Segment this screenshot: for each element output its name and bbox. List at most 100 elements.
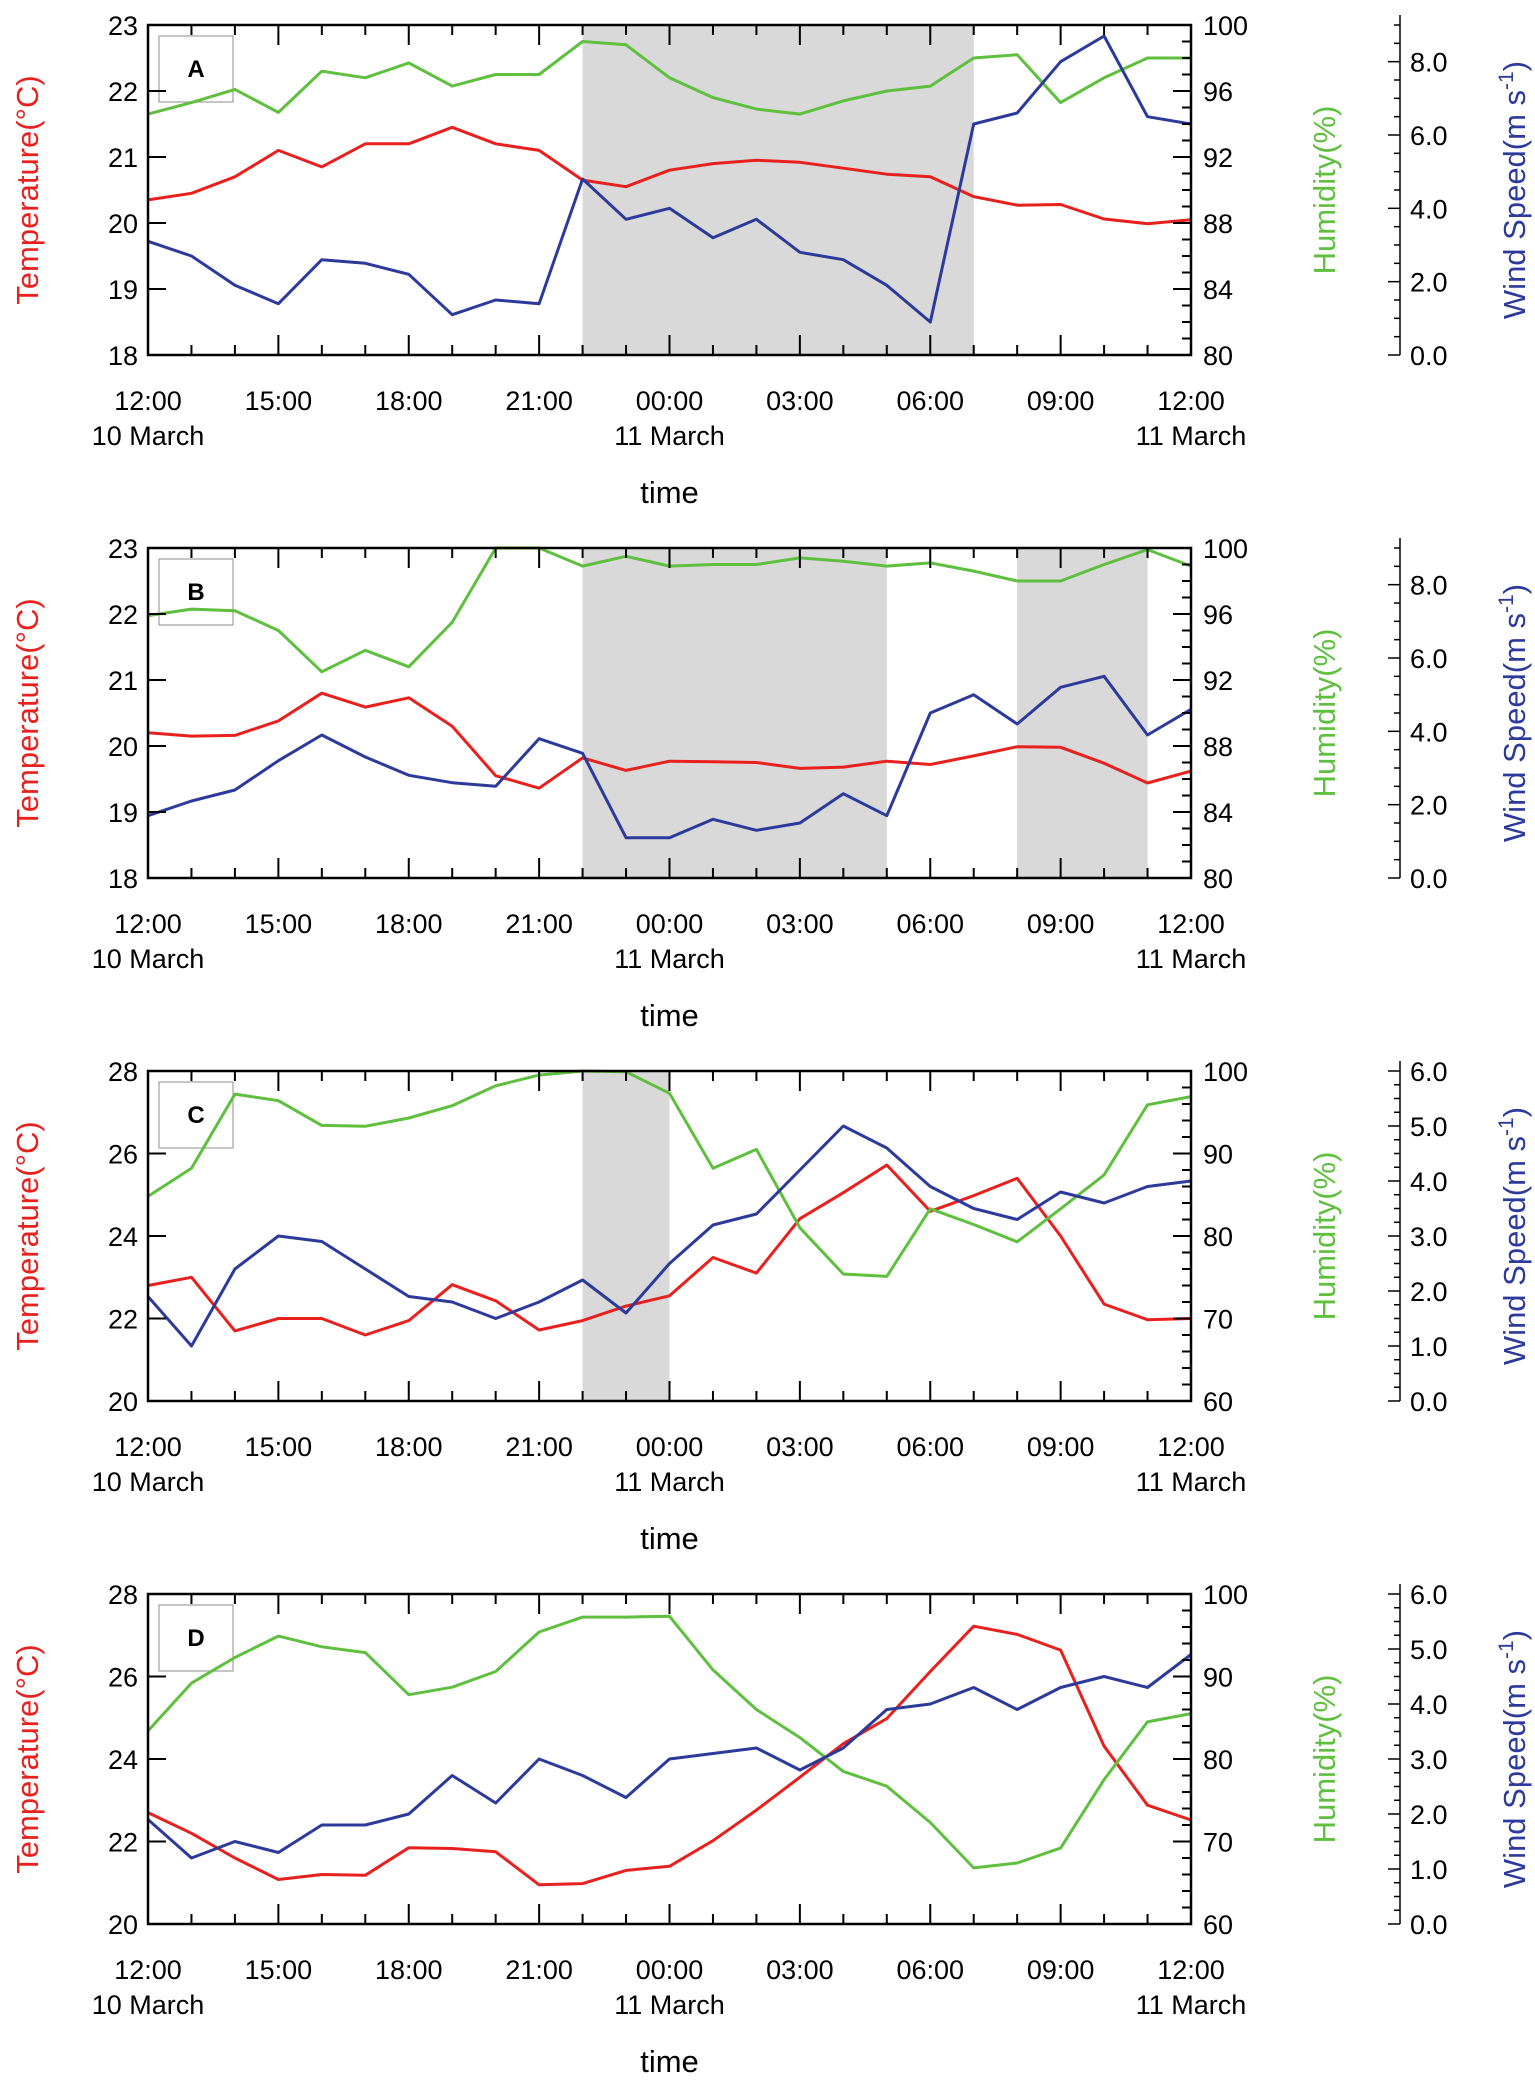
x-tick-label: 15:00 bbox=[245, 1955, 313, 1985]
wind-speed-tick-label: 0.0 bbox=[1410, 1910, 1448, 1940]
humidity-tick-label: 92 bbox=[1203, 666, 1233, 696]
wind-speed-tick-label: 0.0 bbox=[1410, 1387, 1448, 1417]
wind-speed-axis-title-close: ) bbox=[1497, 61, 1532, 71]
humidity-axis-title: Humidity(%) bbox=[1307, 1152, 1342, 1321]
temperature-tick-label: 18 bbox=[108, 341, 138, 371]
temperature-tick-label: 20 bbox=[108, 1910, 138, 1940]
humidity-axis-title: Humidity(%) bbox=[1307, 629, 1342, 798]
wind-speed-tick-label: 3.0 bbox=[1410, 1222, 1448, 1252]
humidity-tick-label: 100 bbox=[1203, 1057, 1248, 1087]
temperature-tick-label: 24 bbox=[108, 1745, 138, 1775]
x-tick-label: 12:00 bbox=[114, 909, 182, 939]
wind-speed-tick-label: 1.0 bbox=[1410, 1332, 1448, 1362]
x-tick-label: 00:00 bbox=[636, 909, 704, 939]
wind-speed-axis-title-base: Wind Speed(m s bbox=[1497, 1659, 1532, 1888]
x-date-label: 10 March bbox=[92, 421, 205, 451]
humidity-line bbox=[146, 1614, 1192, 1870]
x-date-label: 11 March bbox=[614, 1990, 725, 2020]
temperature-tick-label: 19 bbox=[108, 798, 138, 828]
wind-speed-tick-label: 4.0 bbox=[1410, 1167, 1448, 1197]
x-tick-label: 21:00 bbox=[505, 386, 573, 416]
wind-speed-axis-title-sup: -1 bbox=[1495, 1640, 1518, 1659]
x-tick-label: 18:00 bbox=[375, 1955, 443, 1985]
x-tick-label: 00:00 bbox=[636, 1955, 704, 1985]
humidity-tick-label: 70 bbox=[1203, 1305, 1233, 1335]
x-tick-label: 09:00 bbox=[1027, 1432, 1095, 1462]
temperature-tick-label: 26 bbox=[108, 1663, 138, 1693]
humidity-line bbox=[147, 1069, 1192, 1278]
temperature-tick-label: 28 bbox=[108, 1057, 138, 1087]
temperature-tick-label: 22 bbox=[108, 1305, 138, 1335]
x-axis-title: time bbox=[640, 998, 699, 1033]
panel-b: B 12:00 15:00 18:00 21:00 00:00 03:00 06:00 09:0… bbox=[10, 534, 1532, 1033]
humidity-axis-title: Humidity(%) bbox=[1307, 106, 1342, 275]
x-date-label: 11 March bbox=[614, 944, 725, 974]
panel-d: D 12:00 15:00 18:00 21:00 00:00 03:00 06:00 09:0… bbox=[10, 1580, 1532, 2079]
wind-speed-line bbox=[147, 1653, 1192, 1860]
humidity-tick-label: 84 bbox=[1203, 798, 1233, 828]
temperature-axis-title: Temperature(°C) bbox=[10, 1121, 45, 1350]
temperature-tick-label: 21 bbox=[108, 666, 138, 696]
wind-speed-tick-label: 8.0 bbox=[1410, 48, 1448, 78]
x-tick-label: 00:00 bbox=[636, 386, 704, 416]
x-date-label: 11 March bbox=[1136, 944, 1247, 974]
wind-speed-tick-label: 4.0 bbox=[1410, 1690, 1448, 1720]
panel-label: C bbox=[187, 1102, 204, 1129]
wind-speed-axis-title: Wind Speed(m s-1) bbox=[1495, 1630, 1532, 1888]
humidity-tick-label: 92 bbox=[1203, 143, 1233, 173]
x-tick-label: 21:00 bbox=[505, 909, 573, 939]
x-tick-label: 21:00 bbox=[505, 1432, 573, 1462]
panel-c: C 12:00 15:00 18:00 21:00 00:00 03:00 06:00 09:0… bbox=[10, 1057, 1532, 1556]
humidity-tick-label: 88 bbox=[1203, 732, 1233, 762]
x-date-label: 10 March bbox=[92, 1467, 205, 1497]
wind-speed-tick-label: 2.0 bbox=[1410, 791, 1448, 821]
wind-speed-tick-label: 0.0 bbox=[1410, 341, 1448, 371]
wind-speed-axis-title-base: Wind Speed(m s bbox=[1497, 90, 1532, 319]
x-tick-label: 00:00 bbox=[636, 1432, 704, 1462]
humidity-tick-label: 88 bbox=[1203, 209, 1233, 239]
humidity-tick-label: 60 bbox=[1203, 1910, 1233, 1940]
wind-speed-axis-title-close: ) bbox=[1497, 584, 1532, 594]
x-tick-label: 18:00 bbox=[375, 909, 443, 939]
humidity-tick-label: 96 bbox=[1203, 600, 1233, 630]
wind-speed-axis-title-close: ) bbox=[1497, 1107, 1532, 1117]
x-axis-title: time bbox=[640, 475, 699, 510]
wind-speed-tick-label: 4.0 bbox=[1410, 194, 1448, 224]
x-tick-label: 12:00 bbox=[1157, 1432, 1225, 1462]
humidity-tick-label: 80 bbox=[1203, 1745, 1233, 1775]
panel-label-box bbox=[158, 1081, 234, 1149]
x-tick-label: 06:00 bbox=[896, 1432, 964, 1462]
x-tick-label: 03:00 bbox=[766, 386, 834, 416]
humidity-line bbox=[147, 40, 1191, 116]
x-tick-label: 03:00 bbox=[766, 1955, 834, 1985]
wind-speed-tick-label: 1.0 bbox=[1410, 1855, 1448, 1885]
wind-speed-tick-label: 6.0 bbox=[1410, 121, 1448, 151]
humidity-tick-label: 80 bbox=[1203, 1222, 1233, 1252]
shaded-interval bbox=[1017, 548, 1148, 878]
humidity-tick-label: 90 bbox=[1203, 1140, 1233, 1170]
humidity-tick-label: 70 bbox=[1203, 1828, 1233, 1858]
humidity-axis-title: Humidity(%) bbox=[1307, 1675, 1342, 1844]
wind-speed-axis-title-base: Wind Speed(m s bbox=[1497, 1136, 1532, 1365]
x-axis-title: time bbox=[640, 2044, 699, 2079]
temperature-tick-label: 23 bbox=[108, 11, 138, 41]
x-tick-label: 15:00 bbox=[245, 1432, 313, 1462]
wind-speed-tick-label: 0.0 bbox=[1410, 864, 1448, 894]
wind-speed-tick-label: 2.0 bbox=[1410, 268, 1448, 298]
humidity-tick-label: 60 bbox=[1203, 1387, 1233, 1417]
panel-a: A 12:00 15:00 18:00 21:00 00:00 03:00 06:00 09:0… bbox=[10, 11, 1532, 510]
x-date-label: 11 March bbox=[614, 421, 725, 451]
x-date-label: 10 March bbox=[92, 1990, 205, 2020]
wind-speed-line bbox=[147, 34, 1192, 324]
x-tick-label: 06:00 bbox=[896, 909, 964, 939]
x-tick-label: 12:00 bbox=[1157, 386, 1225, 416]
temperature-axis-title: Temperature(°C) bbox=[10, 75, 45, 304]
wind-speed-tick-label: 5.0 bbox=[1410, 1112, 1448, 1142]
temperature-line bbox=[147, 125, 1192, 226]
wind-speed-line bbox=[147, 674, 1192, 840]
humidity-tick-label: 100 bbox=[1203, 534, 1248, 564]
wind-speed-axis-title: Wind Speed(m s-1) bbox=[1495, 584, 1532, 842]
panel-label: B bbox=[187, 579, 204, 606]
temperature-tick-label: 22 bbox=[108, 1828, 138, 1858]
humidity-tick-label: 84 bbox=[1203, 275, 1233, 305]
